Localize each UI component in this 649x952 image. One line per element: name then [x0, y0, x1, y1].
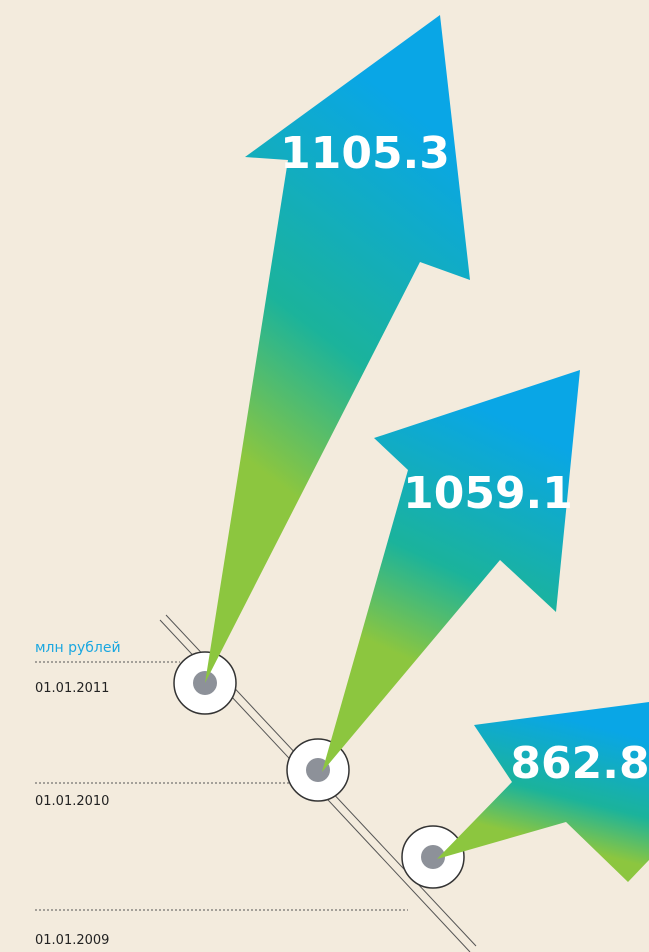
value-label: 1059.1: [403, 468, 573, 519]
date-label: 01.01.2011: [35, 681, 109, 696]
value-label: 862.8: [510, 738, 649, 789]
value-label: 1105.3: [280, 128, 450, 179]
date-label: 01.01.2010: [35, 794, 109, 809]
chart: млн рублей 01.01.2011 1105.3 01.01.2010 105…: [0, 0, 649, 952]
date-label: 01.01.2009: [35, 933, 109, 948]
unit-label: млн рублей: [35, 640, 121, 656]
